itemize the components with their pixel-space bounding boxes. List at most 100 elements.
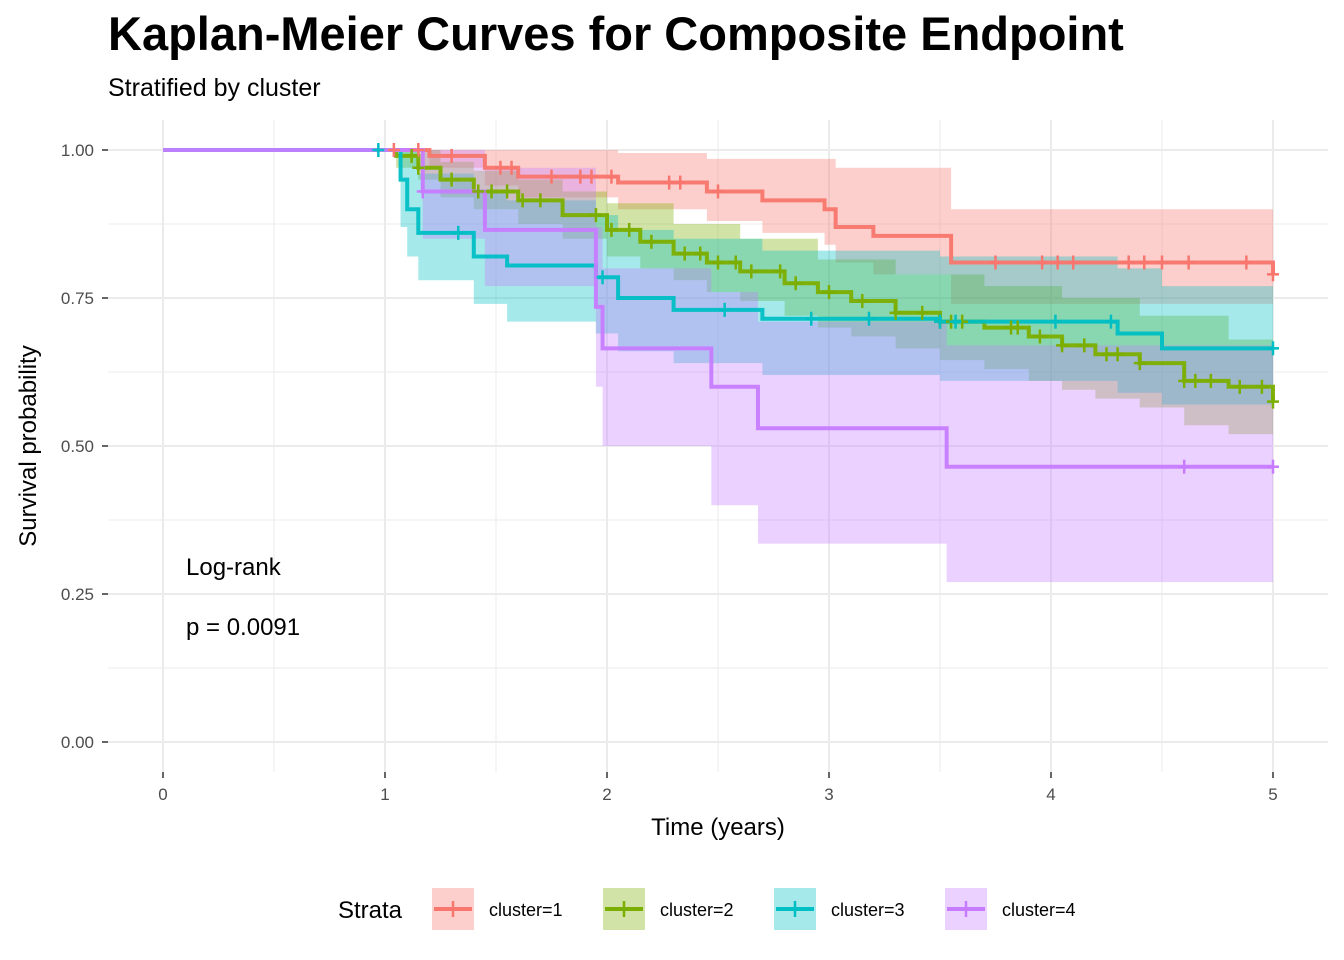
- logrank-pvalue: p = 0.0091: [186, 614, 300, 641]
- y-tick-label: 0.50: [61, 437, 94, 456]
- x-tick-label: 2: [602, 785, 611, 804]
- y-tick-label: 1.00: [61, 141, 94, 160]
- confidence-band-4: [163, 150, 1273, 583]
- x-tick-label: 0: [158, 785, 167, 804]
- censor-mark: [718, 302, 731, 317]
- censor-mark: [416, 184, 429, 199]
- censor-mark: [645, 234, 658, 249]
- censor-mark: [1036, 255, 1049, 270]
- logrank-label: Log-rank: [186, 554, 282, 581]
- legend-item-2: cluster=2: [603, 888, 734, 930]
- survival-curve-1: [163, 148, 1275, 275]
- legend-item-3: cluster=3: [774, 888, 905, 930]
- legend-label: cluster=3: [831, 900, 905, 920]
- censor-mark: [585, 169, 598, 184]
- censor-mark: [678, 246, 691, 261]
- censor-mark: [989, 255, 1002, 270]
- censor-mark: [729, 255, 742, 270]
- censor-mark: [412, 160, 425, 175]
- legend-label: cluster=4: [1002, 900, 1076, 920]
- censor-mark: [589, 208, 602, 223]
- confidence-band-1: [163, 150, 1273, 322]
- censor-mark: [1100, 347, 1113, 362]
- censor-mark: [596, 270, 609, 285]
- censor-mark: [1111, 347, 1124, 362]
- censor-mark: [452, 225, 465, 240]
- censor-mark: [534, 193, 547, 208]
- censor-marks: [372, 143, 1279, 474]
- censor-mark: [712, 255, 724, 270]
- censor-mark: [745, 264, 758, 279]
- y-tick-label: 0.25: [61, 585, 94, 604]
- legend: Strata cluster=1 cluster=2 cluster=3 cluste…: [338, 888, 1076, 930]
- confidence-band-2: [163, 150, 1273, 446]
- censor-mark: [1204, 373, 1217, 388]
- censor-mark: [1240, 255, 1253, 270]
- censor-mark: [1267, 459, 1279, 474]
- censor-mark: [674, 175, 687, 190]
- censor-mark: [545, 169, 558, 184]
- censor-mark: [663, 175, 676, 190]
- censor-mark: [605, 222, 618, 237]
- confidence-band-3: [163, 150, 1273, 405]
- censor-mark: [472, 184, 485, 199]
- censor-mark: [1267, 267, 1279, 282]
- censor-mark: [805, 311, 818, 326]
- censor-mark: [1267, 341, 1279, 356]
- x-tick-label: 5: [1268, 785, 1277, 804]
- censor-mark: [1122, 255, 1135, 270]
- y-tick-label: 0.00: [61, 733, 94, 752]
- censor-mark: [934, 314, 946, 329]
- censor-mark: [856, 293, 869, 308]
- censor-mark: [1133, 356, 1146, 371]
- y-axis-title: Survival probability: [15, 345, 42, 546]
- censor-mark: [1138, 255, 1151, 270]
- chart-subtitle: Stratified by cluster: [108, 74, 321, 102]
- x-tick-label: 4: [1046, 785, 1055, 804]
- censor-mark: [1255, 379, 1268, 394]
- legend-item-4: cluster=4: [945, 888, 1076, 930]
- censor-mark: [1078, 338, 1091, 353]
- censor-mark: [1011, 320, 1024, 335]
- censor-mark: [485, 184, 498, 199]
- censor-mark: [605, 169, 618, 184]
- censor-mark: [372, 143, 385, 157]
- censor-mark: [916, 305, 929, 320]
- censor-mark: [505, 160, 518, 175]
- censor-mark: [1033, 329, 1046, 344]
- censor-mark: [889, 305, 902, 320]
- censor-mark: [412, 143, 425, 157]
- censor-mark: [823, 285, 835, 300]
- axis-ticks: 0 1 2 3 4 5 0.00 0.25 0.50 0.75 1.00: [61, 141, 1278, 804]
- censor-mark: [1267, 394, 1279, 409]
- censor-mark: [574, 169, 587, 184]
- censor-mark: [862, 311, 875, 326]
- y-tick-label: 0.75: [61, 289, 94, 308]
- censor-mark: [494, 160, 507, 175]
- confidence-bands: [163, 150, 1273, 583]
- legend-label: cluster=2: [660, 900, 734, 920]
- legend-label: cluster=1: [489, 900, 563, 920]
- censor-mark: [1233, 379, 1246, 394]
- legend-item-1: cluster=1: [432, 888, 563, 930]
- censor-mark: [949, 314, 962, 329]
- censor-mark: [387, 143, 400, 157]
- censor-mark: [1189, 373, 1202, 388]
- chart-title: Kaplan-Meier Curves for Composite Endpoi…: [108, 7, 1124, 60]
- censor-mark: [1067, 255, 1080, 270]
- x-axis-title: Time (years): [651, 814, 785, 841]
- censor-mark: [1051, 255, 1064, 270]
- censor-mark: [1056, 338, 1069, 353]
- survival-curve-4: [163, 148, 1273, 469]
- censor-mark: [789, 276, 802, 291]
- censor-mark: [516, 193, 529, 208]
- censor-mark: [1182, 255, 1195, 270]
- censor-mark: [712, 184, 724, 199]
- censor-mark: [1178, 459, 1191, 474]
- censor-mark: [623, 222, 636, 237]
- censor-mark: [445, 148, 458, 163]
- censor-mark: [1156, 255, 1168, 270]
- censor-mark: [1104, 314, 1117, 329]
- censor-mark: [445, 172, 458, 187]
